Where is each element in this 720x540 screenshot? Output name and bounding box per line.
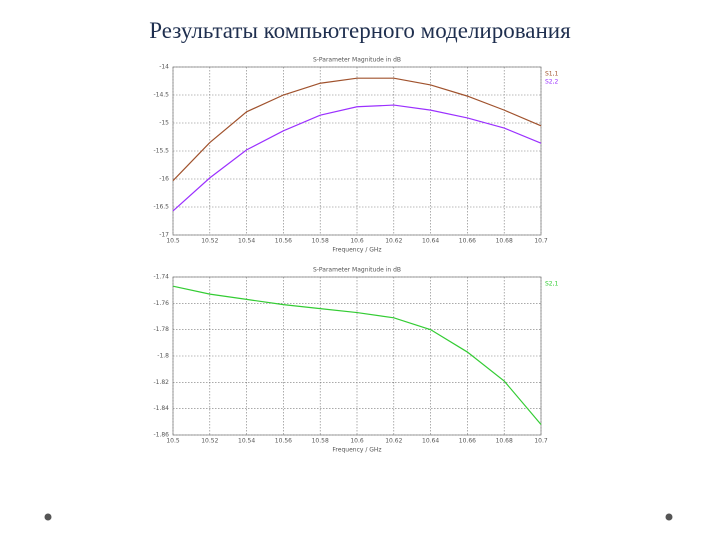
x-tick-label: 10.56 bbox=[275, 238, 292, 245]
chart-title: S-Parameter Magnitude in dB bbox=[313, 267, 401, 274]
series-line bbox=[172, 285, 542, 425]
legend-entry: S2,2 bbox=[545, 79, 559, 86]
y-tick-label: -1.84 bbox=[153, 405, 169, 412]
x-tick-label: 10.7 bbox=[534, 438, 548, 445]
y-tick-label: -14 bbox=[159, 64, 169, 71]
x-tick-label: 10.62 bbox=[385, 238, 402, 245]
y-tick-label: -15.5 bbox=[153, 148, 169, 155]
y-tick-label: -1.76 bbox=[153, 300, 169, 307]
y-tick-label: -1.86 bbox=[153, 432, 169, 439]
x-tick-label: 10.6 bbox=[350, 438, 364, 445]
x-tick-label: 10.66 bbox=[459, 238, 476, 245]
y-tick-label: -1.8 bbox=[157, 353, 169, 360]
y-tick-label: -16 bbox=[159, 176, 169, 183]
y-tick-label: -1.82 bbox=[153, 379, 169, 386]
x-tick-label: 10.66 bbox=[459, 438, 476, 445]
x-tick-label: 10.64 bbox=[422, 438, 439, 445]
x-tick-label: 10.5 bbox=[166, 238, 180, 245]
panel bbox=[157, 55, 561, 262]
x-tick-label: 10.58 bbox=[312, 238, 329, 245]
x-tick-label: 10.68 bbox=[496, 438, 513, 445]
x-tick-label: 10.54 bbox=[238, 238, 255, 245]
x-tick-label: 10.5 bbox=[166, 438, 180, 445]
x-tick-label: 10.54 bbox=[238, 438, 255, 445]
y-tick-label: -16.5 bbox=[153, 204, 169, 211]
series-line bbox=[172, 104, 542, 212]
y-tick-label: -17 bbox=[159, 232, 169, 239]
panel bbox=[157, 265, 561, 455]
y-tick-label: -15 bbox=[159, 120, 169, 127]
x-tick-label: 10.62 bbox=[385, 438, 402, 445]
x-tick-label: 10.56 bbox=[275, 438, 292, 445]
y-tick-label: -14.5 bbox=[153, 92, 169, 99]
y-tick-label: -1.74 bbox=[153, 274, 169, 281]
chart-title: S-Parameter Magnitude in dB bbox=[313, 57, 401, 64]
y-tick-label: -1.78 bbox=[153, 326, 169, 333]
x-tick-label: 10.7 bbox=[534, 238, 548, 245]
slide-title: Результаты компьютерного моделирования bbox=[149, 18, 571, 43]
x-tick-label: 10.64 bbox=[422, 238, 439, 245]
series-line bbox=[172, 77, 542, 182]
legend-entry: S1,1 bbox=[545, 71, 559, 78]
x-tick-label: 10.68 bbox=[496, 238, 513, 245]
x-tick-label: 10.58 bbox=[312, 438, 329, 445]
x-tick-label: 10.6 bbox=[350, 238, 364, 245]
legend-entry: S2,1 bbox=[545, 281, 559, 288]
decor-dot bbox=[665, 513, 673, 521]
x-tick-label: 10.52 bbox=[201, 438, 218, 445]
x-axis-label: Frequency / GHz bbox=[332, 447, 381, 454]
x-tick-label: 10.52 bbox=[201, 238, 218, 245]
decor-dot bbox=[44, 513, 52, 521]
x-axis-label: Frequency / GHz bbox=[332, 247, 381, 254]
